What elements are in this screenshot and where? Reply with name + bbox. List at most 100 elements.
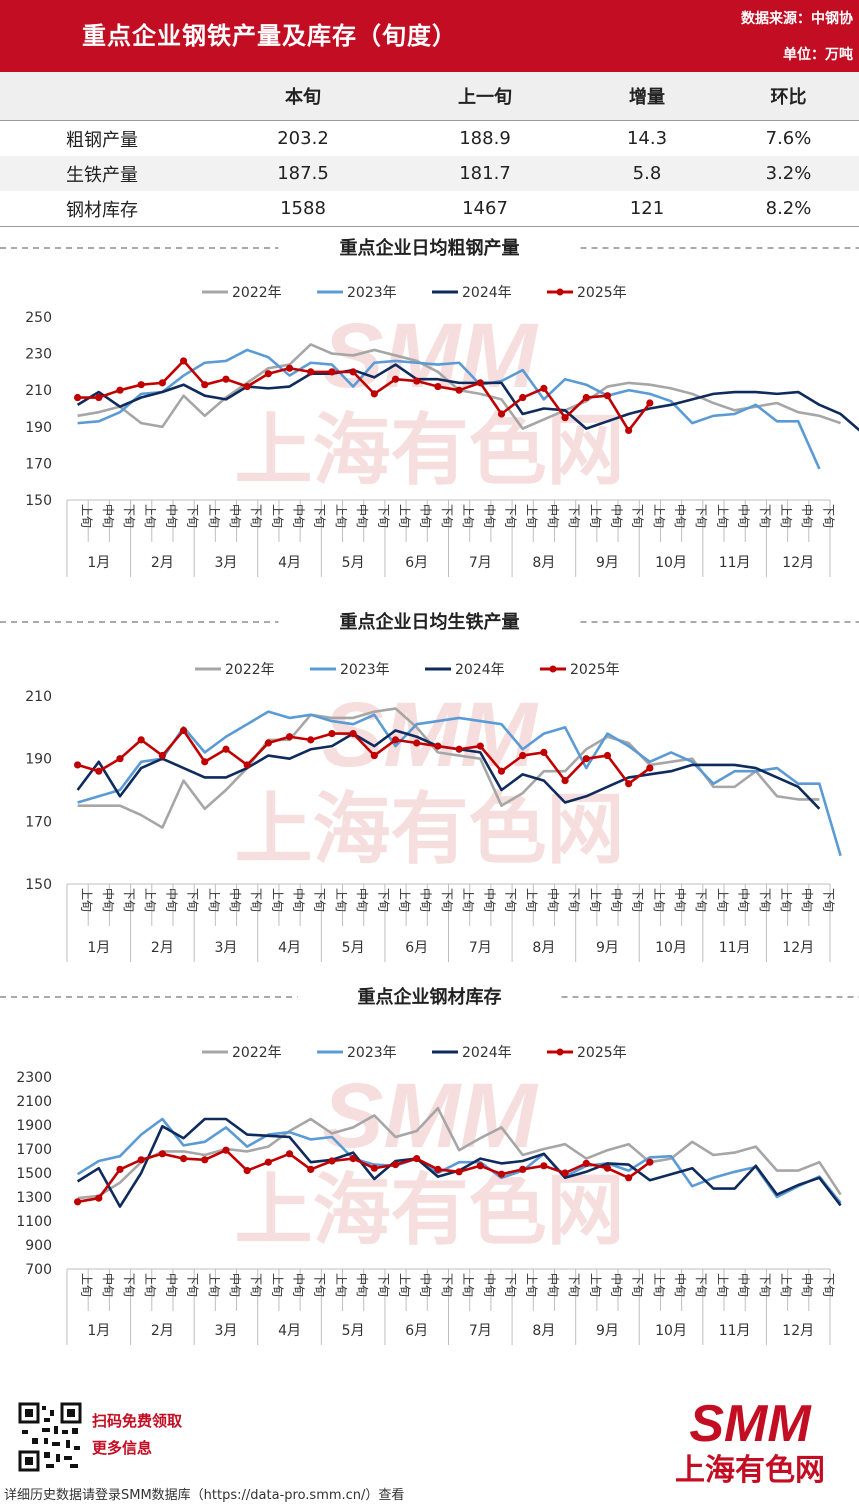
legend-marker: [556, 1048, 564, 1056]
data-point: [179, 726, 188, 735]
legend-marker: [549, 665, 557, 673]
x-tick-label: 中旬: [673, 504, 688, 528]
logo-cn: 上海有色网: [675, 1453, 825, 1486]
x-tick-label: 中旬: [101, 504, 116, 528]
x-tick-label: 上旬: [652, 888, 666, 912]
month-label: 8月: [532, 555, 555, 571]
month-label: 12月: [782, 555, 814, 571]
data-point: [222, 1146, 230, 1154]
month-label: 9月: [596, 1323, 619, 1339]
month-label: 9月: [596, 555, 619, 571]
data-point: [561, 1169, 569, 1177]
x-tick-label: 下旬: [122, 888, 136, 912]
chart-title: 重点企业日均粗钢产量: [340, 237, 520, 259]
data-source: 数据来源：中钢协: [741, 11, 853, 27]
y-tick-label: 210: [25, 689, 52, 705]
data-point: [158, 379, 166, 387]
legend-marker: [556, 288, 564, 296]
x-tick-label: 下旬: [694, 1273, 708, 1297]
x-tick-label: 下旬: [313, 504, 327, 528]
x-tick-label: 中旬: [546, 888, 561, 912]
summary-header-row: 本旬 上一旬 增量 环比: [0, 72, 859, 121]
x-tick-label: 中旬: [482, 504, 497, 528]
data-point: [519, 751, 527, 760]
data-point: [349, 368, 357, 376]
cell-previous: 1467: [394, 191, 576, 227]
data-point: [603, 1164, 612, 1172]
x-tick-label: 中旬: [673, 1273, 688, 1297]
data-point: [603, 392, 612, 400]
legend-label: 2025年: [577, 1045, 627, 1061]
data-point: [497, 410, 506, 418]
x-tick-label: 中旬: [800, 888, 815, 912]
month-label: 5月: [342, 940, 365, 956]
cell-current: 1588: [212, 191, 394, 227]
y-tick-label: 1500: [16, 1166, 52, 1182]
x-tick-label: 下旬: [249, 888, 263, 912]
legend-label: 2025年: [570, 662, 620, 678]
x-tick-label: 下旬: [186, 1273, 200, 1297]
data-point: [582, 1159, 590, 1167]
data-point: [455, 386, 463, 394]
month-label: 5月: [342, 1323, 365, 1339]
month-label: 8月: [532, 1323, 555, 1339]
x-tick-label: 中旬: [228, 888, 243, 912]
cell-delta: 14.3: [626, 128, 668, 149]
data-point: [264, 370, 272, 378]
cell-ratio: 8.2%: [718, 191, 859, 227]
y-tick-label: 250: [25, 310, 52, 326]
data-point: [243, 1167, 251, 1175]
x-tick-label: 下旬: [821, 504, 835, 528]
x-tick-label: 中旬: [609, 888, 624, 912]
x-tick-label: 中旬: [419, 1273, 434, 1297]
series-line-2022年: [77, 707, 820, 829]
y-tick-label: 700: [25, 1262, 52, 1278]
col-header-current: 本旬: [212, 72, 394, 121]
x-tick-label: 中旬: [737, 504, 752, 528]
data-point: [158, 751, 166, 760]
cell-previous: 188.9: [459, 128, 511, 149]
cell-ratio: 3.2%: [718, 156, 859, 191]
watermark-cn: 上海有色网: [234, 1166, 624, 1256]
x-tick-label: 上旬: [334, 1273, 348, 1297]
month-label: 4月: [278, 1323, 301, 1339]
row-name: 粗钢产量: [66, 129, 138, 151]
series-line-2022年: [77, 1106, 842, 1200]
x-tick-label: 下旬: [376, 888, 390, 912]
data-point: [285, 364, 294, 372]
x-tick-label: 上旬: [525, 504, 539, 528]
qr-cta-line2: 更多信息: [92, 1439, 153, 1457]
legend-label: 2025年: [577, 285, 627, 301]
report-header: 重点企业钢铁产量及库存（旬度） 数据来源：中钢协 单位：万吨: [0, 0, 859, 72]
col-header-ratio: 环比: [718, 72, 859, 121]
month-label: 6月: [405, 1323, 428, 1339]
x-tick-label: 中旬: [737, 1273, 752, 1297]
month-label: 11月: [719, 940, 751, 956]
data-point: [413, 739, 421, 747]
x-tick-label: 上旬: [588, 1273, 602, 1297]
summary-table: 本旬 上一旬 增量 环比 粗钢产量 203.2 188.9 14.3 7.6% …: [0, 72, 859, 227]
row-name: 生铁产量: [0, 156, 212, 191]
x-tick-label: 中旬: [609, 504, 624, 528]
x-tick-label: 下旬: [821, 888, 835, 912]
report-title: 重点企业钢铁产量及库存（旬度）: [82, 22, 457, 50]
x-tick-label: 中旬: [419, 504, 434, 528]
data-point: [625, 780, 633, 788]
x-tick-label: 上旬: [715, 888, 729, 912]
x-tick-label: 下旬: [758, 1273, 772, 1297]
x-tick-label: 下旬: [567, 504, 581, 528]
x-tick-label: 上旬: [143, 504, 157, 528]
month-label: 2月: [151, 555, 174, 571]
x-tick-label: 下旬: [376, 1273, 390, 1297]
watermark-brand: SMM: [322, 305, 539, 407]
series-line-2023年: [76, 1117, 842, 1204]
x-tick-label: 上旬: [80, 1273, 94, 1297]
y-tick-label: 1700: [16, 1142, 52, 1158]
data-point: [137, 381, 145, 389]
legend-label: 2024年: [462, 285, 512, 301]
legend-label: 2022年: [232, 285, 282, 301]
month-label: 4月: [278, 555, 301, 571]
qr-code-icon[interactable]: [18, 1402, 82, 1472]
series-line-2023年: [77, 348, 821, 470]
col-header-delta: 增量: [576, 72, 718, 121]
